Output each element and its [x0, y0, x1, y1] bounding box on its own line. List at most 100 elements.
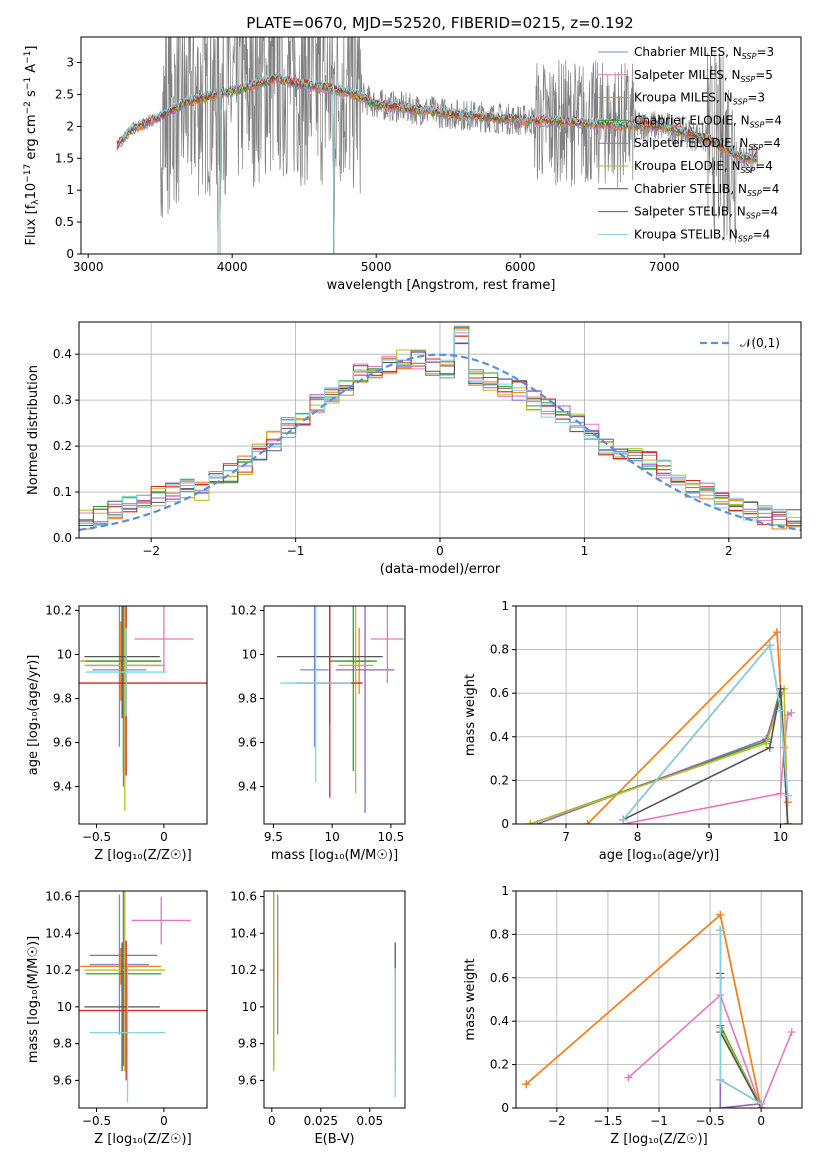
axes-frame — [263, 605, 406, 825]
weight-series-4 — [537, 692, 789, 824]
weight-marker — [757, 1099, 766, 1108]
legend-label: Kroupa STELIB, NSSP=4 — [634, 227, 770, 243]
weight-marker — [716, 1075, 725, 1084]
axes-frame — [80, 36, 802, 255]
y-tick-label: 9.6 — [53, 736, 72, 750]
weight-series-3 — [530, 688, 789, 824]
y-tick-label: 0.4 — [53, 347, 72, 361]
plot-area — [522, 910, 796, 1108]
x-tick-label: −2 — [142, 544, 160, 558]
y-tick-label: 1 — [66, 183, 74, 197]
x-tick-label: 10.5 — [378, 830, 405, 844]
x-tick-label: −2 — [548, 1114, 566, 1128]
y-tick-label: 0 — [501, 1101, 509, 1115]
x-tick-label: 3000 — [73, 260, 104, 274]
y-tick-label: 0.5 — [55, 215, 74, 229]
plot-area — [79, 606, 207, 811]
y-axis-label: mass weight — [463, 674, 478, 756]
x-tick-label: 1 — [581, 544, 589, 558]
y-tick-label: 1.5 — [55, 151, 74, 165]
y-tick-label: 0.2 — [53, 439, 72, 453]
y-tick-label: 0 — [501, 817, 509, 831]
legend-label: Salpeter MILES, NSSP=5 — [634, 68, 773, 84]
x-tick-label: 9 — [705, 830, 713, 844]
x-tick-label: 2 — [725, 544, 733, 558]
weight-marker — [526, 820, 535, 824]
weight-marker — [765, 641, 774, 650]
y-tick-label: 0.6 — [490, 686, 509, 700]
plot-area — [526, 628, 796, 824]
y-tick-label: 0 — [66, 247, 74, 261]
y-tick-label: 10.2 — [45, 963, 72, 977]
y-tick-label: 10.4 — [45, 926, 72, 940]
x-axis-label: Z [log₁₀(Z/Z☉)] — [610, 1132, 707, 1147]
y-tick-label: 10.6 — [45, 890, 72, 904]
weight-series-1 — [627, 993, 793, 1108]
legend-label: Salpeter STELIB, NSSP=4 — [634, 205, 778, 221]
y-tick-label: 9.4 — [238, 780, 257, 794]
x-tick-label: 0 — [436, 544, 444, 558]
x-tick-label: −0.5 — [696, 1114, 725, 1128]
legend-label: Salpeter ELODIE, NSSP=4 — [634, 136, 781, 152]
age-vs-mass-panel: 9.5 10 10.5 9.4 9.6 9.8 10 10.2 mass [log₁₀(M/M☉… — [230, 603, 406, 863]
model-series-7 — [116, 72, 758, 254]
legend-label: 𝒩(0,1) — [740, 336, 780, 350]
x-tick-label: 7 — [562, 830, 570, 844]
weight-marker — [619, 815, 628, 824]
y-tick-label: 10 — [242, 1000, 257, 1014]
x-axis-label: E(B-V) — [314, 1132, 354, 1147]
legend-label: Chabrier MILES, NSSP=3 — [634, 45, 774, 61]
weight-series-6 — [622, 688, 789, 824]
y-tick-label: 10.2 — [230, 963, 257, 977]
x-axis-label: Z [log₁₀(Z/Z☉)] — [94, 848, 191, 863]
y-tick-label: 10.6 — [230, 890, 257, 904]
weight-marker — [716, 926, 725, 935]
x-tick-label: 10 — [773, 830, 788, 844]
x-axis-label: mass [log₁₀(M/M☉)] — [271, 848, 398, 863]
weight-marker — [716, 910, 725, 919]
y-axis-label: Normed distribution — [26, 365, 41, 495]
y-axis-label: Flux [fλ10−17 erg cm−2 s−1 A−1] — [23, 46, 41, 246]
x-tick-label: 10 — [325, 830, 340, 844]
weight-marker — [776, 789, 785, 798]
y-tick-label: 0.3 — [53, 393, 72, 407]
y-tick-label: 9.8 — [238, 691, 257, 705]
x-tick-label: 0.05 — [356, 1114, 383, 1128]
weight-marker — [783, 791, 792, 800]
weight-series-8 — [622, 643, 789, 821]
y-tick-label: 10.2 — [230, 603, 257, 617]
x-tick-label: 0.025 — [304, 1114, 338, 1128]
y-tick-label: 10 — [57, 647, 72, 661]
plot-area — [79, 325, 801, 531]
axes-frame — [263, 890, 406, 1109]
weight-marker — [772, 628, 781, 637]
x-axis-label: wavelength [Angstrom, rest frame] — [327, 278, 556, 293]
weight-marker — [583, 820, 592, 824]
y-tick-label: 2 — [66, 119, 74, 133]
x-tick-label: 0 — [160, 830, 168, 844]
massweight-vs-z-panel: −2 −1.5 −1 −0.5 0 0 0.2 0.4 0.6 0.8 1 Z [log₁₀(Z/Z☉… — [463, 884, 803, 1147]
residual-panel: −2 −1 0 1 2 0.0 0.1 0.2 0.3 0.4 (data-model)/error… — [26, 321, 802, 577]
x-tick-label: 9.5 — [264, 830, 283, 844]
legend-label: Kroupa MILES, NSSP=3 — [634, 91, 765, 107]
y-tick-label: 10 — [242, 647, 257, 661]
model-series-8 — [116, 72, 758, 254]
weight-marker — [787, 1028, 796, 1037]
x-tick-label: 0 — [757, 1114, 765, 1128]
massweight-vs-age-panel: 7 8 9 10 0 0.2 0.4 0.6 0.8 1 age [log₁₀(age/yr)] ma… — [463, 599, 803, 863]
y-tick-label: 0.2 — [490, 1058, 509, 1072]
weight-marker — [776, 684, 785, 693]
legend-label: Chabrier ELODIE, NSSP=4 — [634, 113, 782, 129]
y-tick-label: 0.4 — [490, 1014, 509, 1028]
age-vs-z-panel: −0.5 0 9.4 9.6 9.8 10 10.2 Z [log₁₀(Z/Z☉)] age [… — [26, 603, 208, 863]
plot-area — [273, 891, 396, 1097]
normal-curve — [79, 353, 801, 531]
plot-area — [116, 37, 759, 254]
y-tick-label: 0.8 — [490, 927, 509, 941]
weight-marker — [522, 1080, 531, 1089]
y-tick-label: 0.0 — [53, 531, 72, 545]
weight-marker — [776, 706, 785, 715]
weight-marker — [624, 1073, 633, 1082]
x-axis-label: age [log₁₀(age/yr)] — [599, 848, 720, 863]
